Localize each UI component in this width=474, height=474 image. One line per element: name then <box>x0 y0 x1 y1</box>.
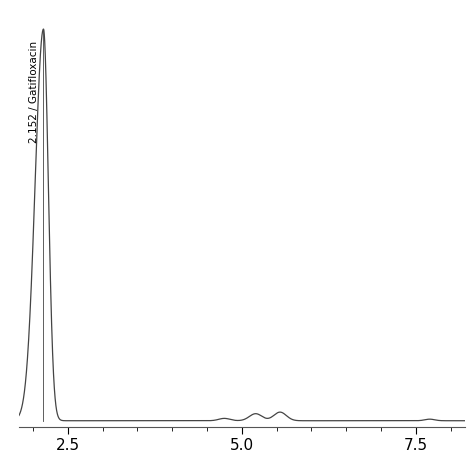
Text: 2.152 / Gatifloxacin: 2.152 / Gatifloxacin <box>29 41 39 143</box>
